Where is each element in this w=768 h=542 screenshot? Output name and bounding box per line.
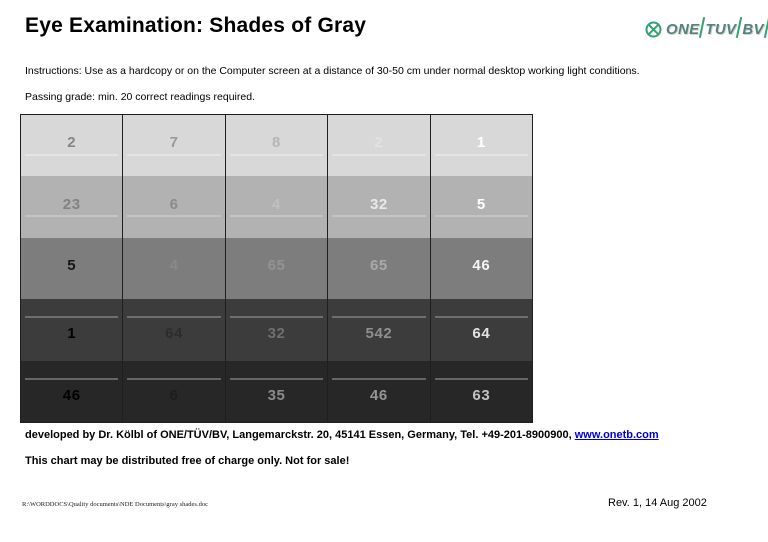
cell-divider-line: [229, 316, 324, 319]
cell-divider-line: [25, 153, 119, 156]
cell-number: 46: [62, 386, 81, 404]
cell-number: 1: [67, 325, 77, 343]
grid-cell-r2c2: 6: [123, 176, 226, 238]
cell-number: 64: [165, 325, 184, 343]
grid-cell-r4c2: 64: [123, 299, 226, 361]
onetb-link[interactable]: www.onetb.com: [574, 429, 659, 441]
cell-divider-line: [25, 215, 119, 218]
cell-divider-line: [229, 215, 324, 218]
grid-cell-r3c2: 4: [123, 237, 226, 300]
developed-by-line: developed by Dr. Kölbl of ONE/TÜV/BV, La…: [25, 429, 659, 441]
cell-number: 8: [272, 134, 281, 152]
cell-number: 46: [472, 257, 491, 275]
logo-word-tuv: TUV: [705, 20, 737, 38]
cell-number: 2: [67, 134, 77, 152]
cell-number: 542: [365, 325, 393, 343]
cell-divider-line: [229, 377, 324, 380]
cell-divider-line: [434, 153, 529, 156]
cell-number: 65: [369, 257, 388, 275]
cell-divider-line: [127, 153, 221, 156]
cell-divider-line: [332, 215, 426, 218]
grid-row-1: 2 7 8 2 1: [21, 115, 532, 177]
cell-number: 4: [272, 195, 281, 213]
cell-divider-line: [127, 215, 221, 218]
logo-slash-divider: [763, 16, 768, 38]
grid-row-4: 1 64 32 542 64: [21, 299, 532, 361]
grid-row-2: 23 6 4 32 5: [21, 176, 532, 238]
grid-cell-r3c4: 65: [328, 237, 431, 300]
gray-shades-grid: 2 7 8 2 1 23 6 4 32 5 5 4 65 65 46 1 64 32 542 64 46 6 35 46 63: [20, 114, 533, 423]
cell-divider-line: [434, 377, 529, 380]
cell-number: 2: [374, 134, 384, 152]
logo-word-bv: BV: [742, 20, 764, 38]
distribution-notice: This chart may be distributed free of ch…: [25, 455, 350, 467]
cell-divider-line: [332, 153, 426, 156]
cell-number: 64: [472, 325, 491, 343]
page-title: Eye Examination: Shades of Gray: [25, 14, 367, 37]
grid-cell-r1c2: 7: [123, 115, 226, 177]
cell-number: 63: [472, 386, 491, 404]
grid-cell-r4c4: 542: [328, 299, 431, 361]
grid-row-3: 5 4 65 65 46: [21, 237, 532, 300]
cell-number: 32: [369, 195, 388, 213]
cell-number: 6: [169, 195, 179, 213]
cell-number: 4: [169, 257, 179, 275]
cell-number: 46: [369, 386, 388, 404]
grid-cell-r1c1: 2: [21, 115, 124, 177]
passing-grade-text: Passing grade: min. 20 correct readings …: [25, 91, 255, 103]
cell-divider-line: [434, 215, 529, 218]
grid-cell-r3c5: 46: [431, 238, 532, 299]
grid-cell-r2c1: 23: [21, 176, 124, 238]
cell-divider-line: [127, 377, 221, 380]
grid-cell-r5c1: 46: [21, 360, 124, 423]
cell-number: 7: [169, 134, 179, 152]
cell-number: 35: [267, 386, 286, 404]
grid-row-5: 46 6 35 46 63: [21, 360, 532, 423]
document-file-path: R:\WORDDOCS\Quality documents\NDE Docume…: [22, 501, 208, 508]
cell-divider-line: [127, 316, 221, 319]
cell-number: 5: [476, 195, 486, 213]
logo-word-one: ONE: [666, 20, 700, 38]
grid-cell-r1c5: 1: [431, 115, 532, 176]
grid-cell-r4c3: 32: [226, 299, 329, 361]
cell-number: 65: [267, 257, 286, 275]
cell-divider-line: [332, 377, 426, 380]
grid-cell-r4c1: 1: [21, 299, 124, 361]
cell-number: 5: [67, 257, 77, 275]
revision-date: Rev. 1, 14 Aug 2002: [608, 497, 707, 509]
grid-cell-r2c3: 4: [226, 176, 329, 238]
circle-x-icon: [645, 21, 662, 37]
cell-divider-line: [332, 316, 426, 319]
grid-cell-r3c1: 5: [21, 237, 124, 300]
grid-cell-r2c4: 32: [328, 176, 431, 238]
cell-number: 1: [476, 134, 486, 152]
cell-number: 23: [62, 195, 81, 213]
grid-cell-r5c2: 6: [123, 360, 226, 423]
cell-divider-line: [229, 153, 324, 156]
grid-cell-r2c5: 5: [431, 176, 532, 237]
cell-number: 6: [169, 386, 179, 404]
developed-by-text: developed by Dr. Kölbl of ONE/TÜV/BV, La…: [25, 429, 575, 441]
grid-cell-r1c3: 8: [226, 115, 329, 177]
cell-divider-line: [25, 316, 119, 319]
cell-divider-line: [434, 316, 529, 319]
cell-divider-line: [25, 377, 119, 380]
instructions-text: Instructions: Use as a hardcopy or on th…: [25, 65, 640, 77]
grid-cell-r3c3: 65: [226, 237, 329, 300]
cell-number: 32: [267, 325, 286, 343]
grid-cell-r1c4: 2: [328, 115, 431, 177]
company-logo: ONE TUV BV: [645, 16, 768, 42]
grid-cell-r5c3: 35: [226, 360, 329, 423]
grid-cell-r5c5: 63: [431, 361, 532, 422]
grid-cell-r5c4: 46: [328, 360, 431, 423]
grid-cell-r4c5: 64: [431, 299, 532, 360]
